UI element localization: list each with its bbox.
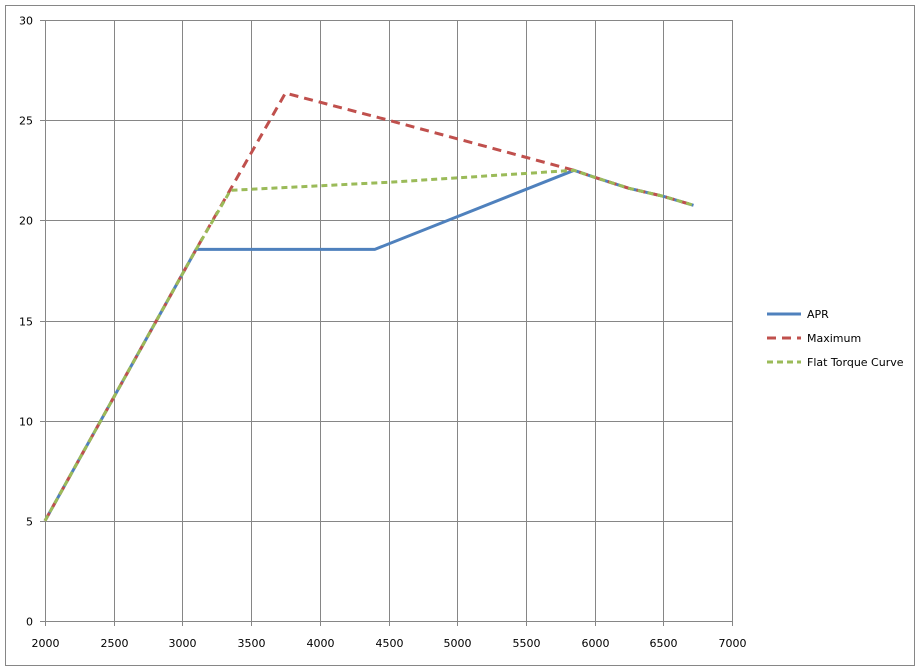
- y-tick-label: 10: [19, 416, 33, 429]
- y-tick-label: 25: [19, 115, 33, 128]
- series-flat-torque-curve: [43, 168, 694, 522]
- legend-label-flat-torque-curve: Flat Torque Curve: [807, 355, 904, 369]
- x-tick-label: 4000: [307, 637, 335, 650]
- series-maximum: [43, 91, 694, 522]
- x-tick-label: 3000: [169, 637, 197, 650]
- legend-item-apr: APR: [767, 302, 907, 326]
- legend-item-maximum: Maximum: [767, 326, 907, 350]
- y-tick-label: 20: [19, 215, 33, 228]
- gridlines: [40, 20, 733, 626]
- series-lines: [43, 91, 694, 522]
- x-tick-label: 2000: [32, 637, 60, 650]
- x-tick-label: 7000: [719, 637, 747, 650]
- legend-label-apr: APR: [807, 307, 829, 321]
- legend-label-maximum: Maximum: [807, 331, 862, 345]
- y-tick-label: 30: [19, 15, 33, 28]
- x-tick-label: 4500: [376, 637, 404, 650]
- chart-area: [5, 5, 915, 666]
- x-tick-label: 3500: [238, 637, 266, 650]
- legend-swatch-maximum-icon: [767, 336, 801, 340]
- x-tick-label: 5500: [513, 637, 541, 650]
- x-tick-label: 6500: [650, 637, 678, 650]
- legend-swatch-apr-icon: [767, 312, 801, 316]
- legend-swatch-flat-torque-icon: [767, 360, 801, 364]
- y-tick-label: 0: [26, 616, 33, 629]
- x-tick-label: 2500: [101, 637, 129, 650]
- y-tick-label: 5: [26, 516, 33, 529]
- y-tick-label: 15: [19, 316, 33, 329]
- axes: 0 5 10 15 20 25 30 2000 2500 3000 3500 4000 4500 5000…: [19, 15, 747, 651]
- x-tick-label: 5000: [444, 637, 472, 650]
- x-tick-label: 6000: [582, 637, 610, 650]
- legend: APR Maximum Flat Torque Curve: [767, 302, 907, 374]
- legend-item-flat-torque-curve: Flat Torque Curve: [767, 350, 907, 374]
